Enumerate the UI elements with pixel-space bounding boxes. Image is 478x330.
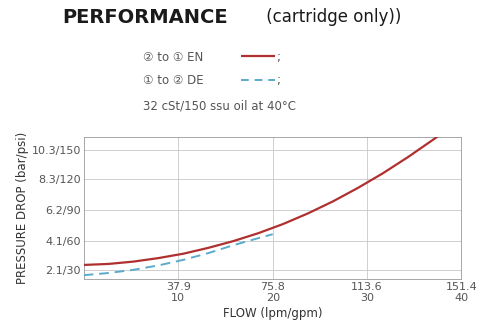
Text: ;: ;	[276, 74, 280, 87]
Text: 32 cSt/150 ssu oil at 40°C: 32 cSt/150 ssu oil at 40°C	[143, 99, 296, 112]
Text: PERFORMANCE: PERFORMANCE	[62, 8, 228, 27]
X-axis label: FLOW (lpm/gpm): FLOW (lpm/gpm)	[223, 307, 322, 320]
Text: ;: ;	[276, 51, 280, 64]
Y-axis label: PRESSURE DROP (bar/psi): PRESSURE DROP (bar/psi)	[16, 132, 29, 284]
Text: ② to ① EN: ② to ① EN	[143, 51, 204, 64]
Text: ① to ② DE: ① to ② DE	[143, 74, 204, 87]
Text: (cartridge only)): (cartridge only))	[261, 8, 401, 26]
